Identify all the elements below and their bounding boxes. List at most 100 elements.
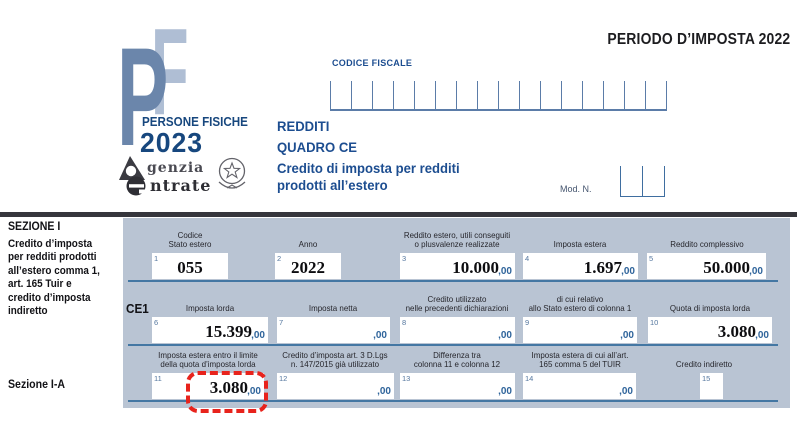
- field-box-15[interactable]: 15: [700, 373, 723, 399]
- field-number: 8: [402, 318, 407, 327]
- codice-fiscale-input[interactable]: [330, 81, 667, 111]
- form-year-label: 2023: [140, 127, 203, 158]
- field-label-line: Imposta estera di cui all’art.: [531, 349, 629, 360]
- field-box-8[interactable]: 8,00: [400, 317, 515, 343]
- entrate-e-icon: [126, 176, 147, 196]
- italy-emblem-icon: [218, 157, 246, 189]
- field-box-3[interactable]: 3 10.000,00: [400, 253, 515, 279]
- field-label: Credito indiretto: [622, 350, 785, 370]
- field-label-line: allo Stato estero di colonna 1: [528, 303, 632, 314]
- field-box-14[interactable]: 14,00: [523, 373, 636, 399]
- field-cents-label: ,00: [620, 330, 634, 341]
- field-label-line: Imposta netta: [308, 303, 358, 314]
- field-label: Imposta netta: [251, 290, 414, 314]
- section-description-line: art. 165 Tuir e: [8, 278, 72, 291]
- field-label-line: Reddito complessivo: [670, 239, 744, 250]
- row-underline: [128, 400, 778, 402]
- field-label-line: colonna 11 e colonna 12: [413, 359, 501, 370]
- field-value: 055: [177, 258, 203, 277]
- field-label: Reddito complessivo: [625, 224, 788, 250]
- field-box-4[interactable]: 4 1.697,00: [523, 253, 638, 279]
- cf-cell: [351, 81, 372, 109]
- cf-cell: [456, 81, 477, 109]
- field-label: Reddito estero, utili conseguiti o plusva…: [375, 224, 538, 250]
- form-title-quadro-ce: QUADRO CE: [277, 140, 358, 155]
- field-box-11[interactable]: 11 3.080,00: [152, 373, 264, 399]
- field-box-1[interactable]: 1 055: [152, 253, 228, 279]
- field-label-line: nelle precedenti dichiarazioni: [405, 303, 509, 314]
- field-box-5[interactable]: 5 50.000,00: [647, 253, 766, 279]
- field-number: 15: [702, 374, 711, 383]
- field-label-line: Reddito estero, utili conseguiti: [403, 229, 511, 240]
- field-value: 50.000: [703, 258, 750, 277]
- field-label: Quota di imposta lorda: [628, 290, 791, 314]
- field-box-13[interactable]: 13,00: [400, 373, 515, 399]
- field-value: 2022: [291, 258, 325, 277]
- field-label: Imposta lorda: [128, 290, 291, 314]
- field-number: 9: [525, 318, 530, 327]
- field-value: 15.399: [205, 322, 252, 341]
- cf-cell: [414, 81, 435, 109]
- field-cents-label: ,00: [377, 386, 391, 397]
- mod-n-input[interactable]: [620, 166, 665, 197]
- field-label: Imposta estera entro il limite della quot…: [126, 350, 289, 370]
- cf-cell: [393, 81, 414, 109]
- field-label: di cui relativo allo Stato estero di colo…: [498, 290, 661, 314]
- cf-cell: [372, 81, 393, 109]
- cf-cell: [624, 81, 645, 109]
- field-cents-label: ,00: [621, 266, 635, 277]
- field-box-10[interactable]: 10 3.080,00: [648, 317, 772, 343]
- field-label-line: della quota d’imposta lorda: [160, 359, 256, 370]
- field-number: 2: [277, 254, 282, 263]
- cf-cell: [645, 81, 666, 109]
- field-label: Imposta estera: [498, 224, 661, 250]
- field-label-line: di cui relativo: [556, 293, 604, 304]
- field-label-line: Credito d’imposta art. 3 D.Lgs: [282, 349, 388, 360]
- field-value: 1.697: [583, 258, 622, 277]
- form-title-redditi: REDDITI: [277, 119, 330, 134]
- row-code-ce1: CE1: [126, 301, 149, 316]
- field-label-line: Credito indiretto: [675, 359, 733, 370]
- tax-period-title: PERIODO D’IMPOSTA 2022: [606, 31, 790, 48]
- field-cents-label: ,00: [247, 386, 261, 397]
- field-box-7[interactable]: 7,00: [277, 317, 390, 343]
- cf-cell: [582, 81, 603, 109]
- section-description-line: per redditi prodotti: [8, 251, 97, 264]
- field-number: 3: [402, 254, 407, 263]
- section-description-line: credito d’imposta: [8, 291, 91, 304]
- field-cents-label: ,00: [498, 266, 512, 277]
- field-number: 10: [650, 318, 659, 327]
- field-box-12[interactable]: 12,00: [277, 373, 394, 399]
- field-label-line: Codice: [177, 229, 203, 240]
- field-box-2[interactable]: 2 2022: [275, 253, 341, 279]
- field-label: Imposta estera di cui all’art. 165 comma …: [498, 350, 661, 370]
- field-label-line: o plusvalenze realizzate: [414, 239, 500, 250]
- form-subtitle-line1: Credito di imposta per redditi: [277, 161, 460, 176]
- agenzia-label: genzia: [147, 160, 205, 176]
- cf-cell: [498, 81, 519, 109]
- row-underline: [128, 280, 778, 282]
- field-label: Credito utilizzato nelle precedenti dichi…: [375, 290, 538, 314]
- field-label: Credito d’imposta art. 3 D.Lgs n. 147/201…: [253, 350, 416, 370]
- field-label: Codice Stato estero: [108, 224, 271, 250]
- cf-cell: [477, 81, 498, 109]
- cf-cell: [540, 81, 561, 109]
- field-box-6[interactable]: 6 15.399,00: [152, 317, 268, 343]
- field-number: 14: [525, 374, 534, 383]
- field-number: 6: [154, 318, 159, 327]
- field-cents-label: ,00: [498, 330, 512, 341]
- field-value: 3.080: [209, 378, 248, 397]
- section-divider-bar: [0, 212, 797, 217]
- field-label-line: Stato estero: [168, 239, 212, 250]
- codice-fiscale-label: CODICE FISCALE: [332, 58, 413, 69]
- field-label-line: Imposta estera entro il limite: [158, 349, 258, 360]
- agenzia-entrate-a-icon: [119, 156, 145, 180]
- entrate-label: ntrate: [150, 176, 212, 195]
- field-value: 3.080: [717, 322, 756, 341]
- field-number: 7: [279, 318, 284, 327]
- field-cents-label: ,00: [498, 386, 512, 397]
- field-box-9[interactable]: 9,00: [523, 317, 637, 343]
- field-number: 12: [279, 374, 288, 383]
- row-underline: [128, 344, 778, 346]
